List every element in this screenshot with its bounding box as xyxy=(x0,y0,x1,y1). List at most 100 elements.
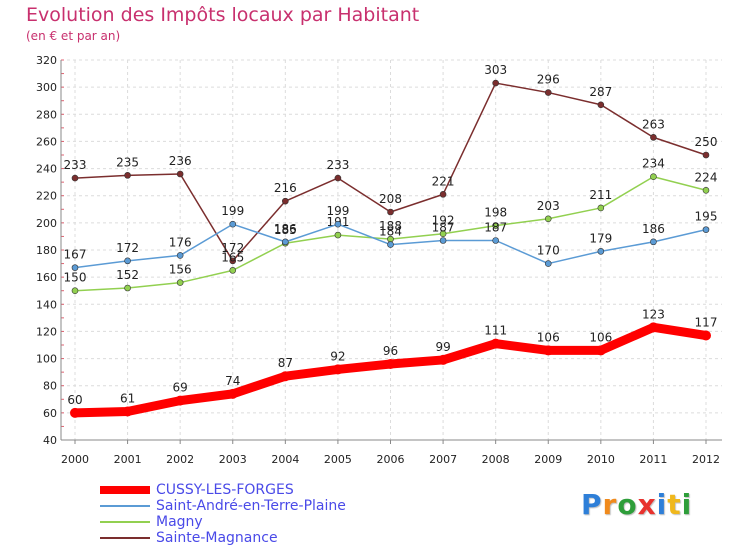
data-point xyxy=(702,226,710,233)
data-point xyxy=(490,338,501,349)
data-point xyxy=(438,354,449,365)
data-point xyxy=(71,174,79,182)
data-point xyxy=(544,260,552,267)
data-point xyxy=(492,79,499,87)
y-tick-label: 40 xyxy=(43,434,57,447)
data-point xyxy=(229,220,237,228)
x-tick-label: 2002 xyxy=(166,453,194,466)
data-label: 203 xyxy=(537,199,560,213)
data-label: 117 xyxy=(695,316,718,330)
data-label: 185 xyxy=(274,223,297,237)
data-point xyxy=(70,407,80,418)
data-point xyxy=(650,173,657,181)
proxiti-logo: Proxiti xyxy=(581,488,693,521)
data-label: 236 xyxy=(169,154,192,168)
data-label: 216 xyxy=(274,181,297,195)
data-point xyxy=(597,101,605,109)
data-label: 188 xyxy=(379,219,402,233)
legend-label: Sainte-Magnance xyxy=(156,530,278,546)
data-label: 179 xyxy=(589,231,612,245)
data-label: 221 xyxy=(432,174,455,188)
x-tick-label: 2011 xyxy=(639,453,667,466)
y-tick-label: 240 xyxy=(36,163,57,176)
data-label: 199 xyxy=(326,204,349,218)
data-point xyxy=(334,220,342,228)
x-tick-label: 2008 xyxy=(482,453,510,466)
data-point xyxy=(439,230,447,238)
data-point xyxy=(701,330,711,341)
data-point xyxy=(282,197,289,205)
data-label: 172 xyxy=(221,241,244,255)
data-label: 303 xyxy=(484,63,507,77)
data-point xyxy=(227,388,238,399)
legend-label: Magny xyxy=(156,514,203,530)
data-label: 199 xyxy=(221,204,244,218)
data-point xyxy=(334,231,342,239)
data-point xyxy=(71,264,79,271)
data-point xyxy=(229,267,237,274)
x-tick-label: 2009 xyxy=(534,453,562,466)
data-point xyxy=(544,89,552,96)
x-tick-label: 2001 xyxy=(114,453,142,466)
data-point xyxy=(597,248,605,255)
data-label: 172 xyxy=(116,241,139,255)
data-label: 250 xyxy=(695,135,718,149)
y-tick-label: 160 xyxy=(36,271,57,284)
data-point xyxy=(124,257,131,265)
data-label: 74 xyxy=(225,374,240,388)
data-label: 263 xyxy=(642,117,665,131)
legend-item-saint-andre: Saint-André-en-Terre-Plaine xyxy=(100,498,400,514)
legend: CUSSY-LES-FORGES Saint-André-en-Terre-Pl… xyxy=(100,482,400,546)
data-point xyxy=(387,241,394,248)
data-point xyxy=(176,252,184,259)
data-point xyxy=(124,172,131,179)
x-tick-label: 2010 xyxy=(587,453,615,466)
legend-item-magny: Magny xyxy=(100,514,400,530)
data-label: 296 xyxy=(537,73,560,87)
y-tick-label: 320 xyxy=(36,54,57,67)
x-tick-label: 2007 xyxy=(429,453,457,466)
data-point xyxy=(597,204,605,212)
x-tick-label: 2004 xyxy=(271,453,299,466)
data-point xyxy=(702,151,710,159)
data-label: 234 xyxy=(642,157,665,171)
legend-swatch xyxy=(100,521,150,523)
data-label: 150 xyxy=(64,271,87,285)
data-label: 167 xyxy=(64,248,87,262)
data-label: 208 xyxy=(379,192,402,206)
x-tick-label: 2000 xyxy=(61,453,89,466)
data-label: 152 xyxy=(116,268,139,282)
data-point xyxy=(385,359,396,369)
data-point xyxy=(124,284,131,292)
data-point xyxy=(280,371,291,382)
y-tick-label: 260 xyxy=(36,135,57,148)
data-label: 287 xyxy=(589,85,612,99)
data-label: 99 xyxy=(435,340,450,354)
data-point xyxy=(492,222,499,229)
data-point xyxy=(492,237,499,244)
data-label: 235 xyxy=(116,155,139,169)
data-point xyxy=(543,345,554,356)
data-point xyxy=(387,208,394,216)
legend-item-cussy: CUSSY-LES-FORGES xyxy=(100,482,400,498)
data-point xyxy=(439,191,447,198)
data-point xyxy=(229,257,237,265)
data-label: 96 xyxy=(383,344,398,358)
data-label: 123 xyxy=(642,307,665,321)
data-label: 233 xyxy=(64,158,87,172)
data-label: 192 xyxy=(432,214,455,228)
data-point xyxy=(332,364,343,375)
chart-subtitle: (en € et par an) xyxy=(26,29,121,43)
chart-title: Evolution des Impôts locaux par Habitant xyxy=(26,4,420,26)
data-label: 111 xyxy=(484,324,507,338)
data-label: 184 xyxy=(379,225,402,239)
x-tick-label: 2012 xyxy=(692,453,720,466)
data-label: 224 xyxy=(695,170,718,184)
data-point xyxy=(176,279,184,286)
x-tick-label: 2003 xyxy=(219,453,247,466)
data-label: 176 xyxy=(169,235,192,249)
data-label: 187 xyxy=(432,221,455,235)
data-point xyxy=(71,287,79,295)
